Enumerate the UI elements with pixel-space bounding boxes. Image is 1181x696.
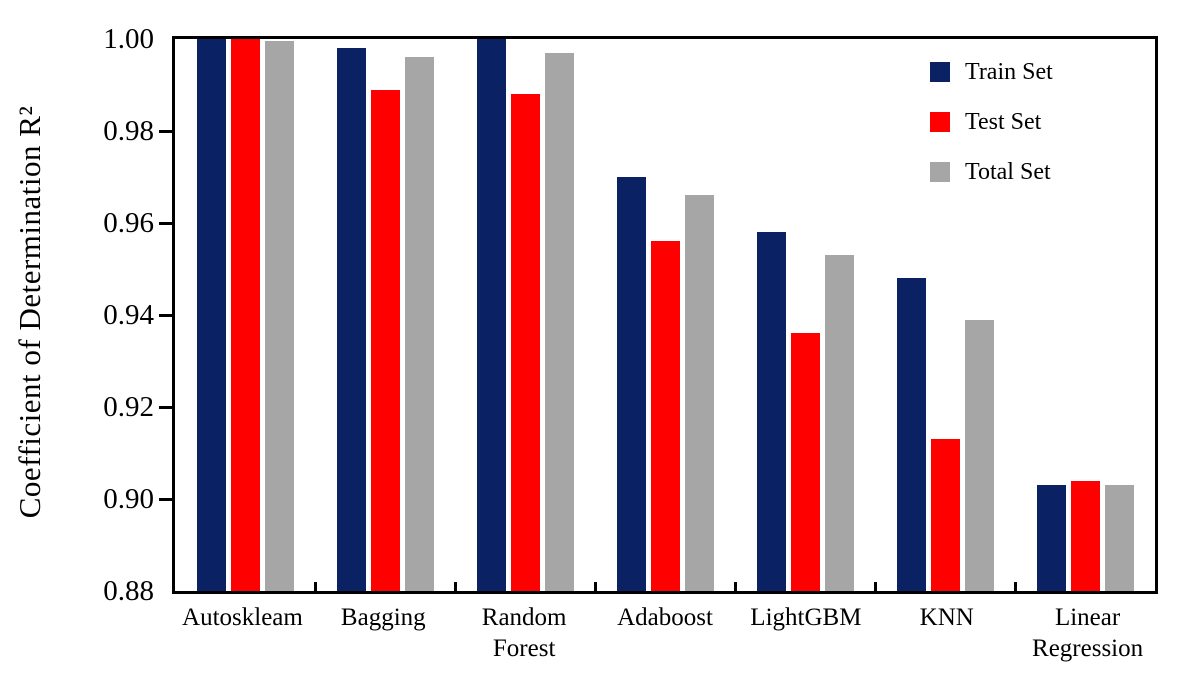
- bar-train-set-lightgbm: [756, 232, 786, 591]
- bar-total-set-knn: [964, 319, 994, 591]
- bar-test-set-adaboost: [650, 241, 680, 591]
- y-tick-mark: [159, 497, 172, 501]
- bar-group-adaboost: [595, 39, 735, 591]
- bar-total-set-random-forest: [544, 52, 574, 591]
- bar-train-set-linear-regression: [1036, 485, 1066, 591]
- bar-test-set-autoskleam: [230, 39, 260, 591]
- bar-test-set-lightgbm: [790, 333, 820, 591]
- plot-area: Train Set Test Set Total Set: [172, 36, 1158, 594]
- y-tick-label-0.92: 0.92: [103, 391, 154, 423]
- bar-total-set-bagging: [404, 57, 434, 591]
- y-tick-mark: [159, 313, 172, 317]
- legend-label-test-set: Test Set: [965, 108, 1042, 135]
- x-axis-labels: Autoskleam Bagging Random Forest Adaboost Li…: [172, 602, 1158, 665]
- bar-train-set-knn: [896, 278, 926, 591]
- legend-label-train-set: Train Set: [965, 58, 1053, 85]
- x-label-linear-regression: Linear Regression: [1032, 604, 1144, 663]
- bar-total-set-adaboost: [684, 195, 714, 591]
- bar-train-set-random-forest: [476, 39, 506, 591]
- bar-test-set-random-forest: [510, 94, 540, 591]
- legend-label-total-set: Total Set: [965, 158, 1051, 185]
- bar-test-set-bagging: [370, 89, 400, 591]
- bar-group-autoskleam: [175, 39, 315, 591]
- x-label-knn: KNN: [919, 604, 974, 631]
- x-label-autoskleam: Autoskleam: [182, 604, 303, 631]
- y-tick-mark: [159, 221, 172, 225]
- y-tick-label-0.98: 0.98: [103, 115, 154, 147]
- plot-inner: Train Set Test Set Total Set: [175, 39, 1155, 591]
- x-label-adaboost: Adaboost: [617, 604, 713, 631]
- bar-group-bagging: [315, 39, 455, 591]
- y-axis-title: Coefficient of Determination R²: [12, 105, 47, 519]
- y-tick-label-1.00: 1.00: [103, 23, 154, 55]
- x-tick-mark: [733, 582, 737, 591]
- legend-swatch-total-set: [930, 162, 950, 182]
- bar-test-set-knn: [930, 439, 960, 591]
- x-tick-mark: [873, 582, 877, 591]
- y-tick-label-0.96: 0.96: [103, 207, 154, 239]
- bar-total-set-linear-regression: [1104, 485, 1134, 591]
- bar-groups: [175, 39, 1155, 591]
- bar-group-linear-regression: [1015, 39, 1155, 591]
- legend-swatch-test-set: [930, 112, 950, 132]
- x-tick-mark: [1013, 582, 1017, 591]
- bar-test-set-linear-regression: [1070, 480, 1100, 591]
- legend-item-train-set: Train Set: [930, 58, 1053, 85]
- bar-group-lightgbm: [735, 39, 875, 591]
- legend-item-test-set: Test Set: [930, 108, 1053, 135]
- bar-group-random-forest: [455, 39, 595, 591]
- x-label-bagging: Bagging: [340, 604, 426, 631]
- y-tick-mark: [159, 129, 172, 133]
- bar-train-set-autoskleam: [196, 39, 226, 591]
- bar-total-set-lightgbm: [824, 255, 854, 591]
- bar-total-set-autoskleam: [264, 41, 294, 591]
- x-label-random-forest: Random Forest: [481, 604, 567, 663]
- y-tick-label-0.88: 0.88: [103, 575, 154, 607]
- y-tick-label-0.90: 0.90: [103, 483, 154, 515]
- bar-train-set-adaboost: [616, 177, 646, 591]
- legend-swatch-train-set: [930, 62, 950, 82]
- x-tick-mark: [593, 582, 597, 591]
- y-tick-label-0.94: 0.94: [103, 299, 154, 331]
- x-tick-mark: [313, 582, 317, 591]
- legend-item-total-set: Total Set: [930, 158, 1053, 185]
- y-tick-mark: [159, 405, 172, 409]
- legend: Train Set Test Set Total Set: [930, 58, 1053, 211]
- bar-group-knn: [875, 39, 1015, 591]
- bar-train-set-bagging: [336, 48, 366, 591]
- x-tick-mark: [453, 582, 457, 591]
- x-label-lightgbm: LightGBM: [750, 604, 862, 631]
